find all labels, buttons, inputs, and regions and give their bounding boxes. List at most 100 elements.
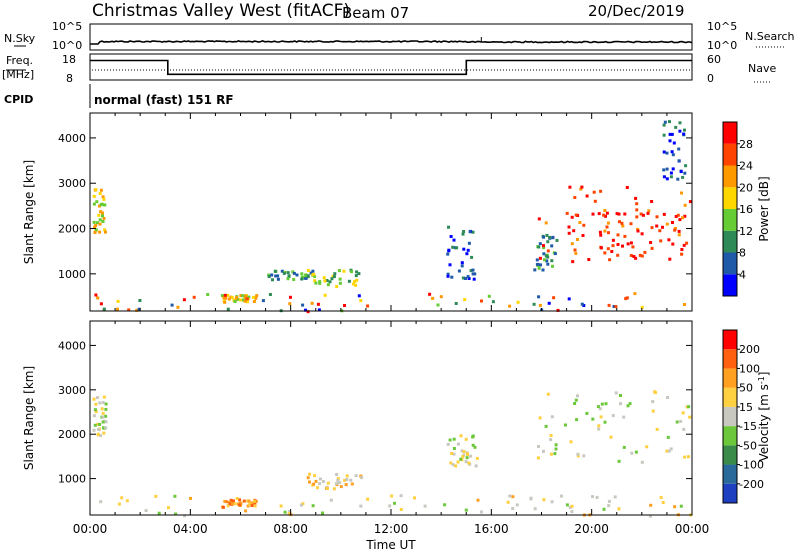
velocity-cell [607, 499, 611, 503]
power-cell [439, 295, 443, 299]
velocity-cell [661, 501, 665, 504]
power-ytick-label: 3000 [58, 177, 86, 190]
power-cell [138, 299, 142, 302]
power-cell [220, 294, 224, 298]
velocity-cell [250, 501, 254, 505]
power-cell [354, 283, 358, 287]
power-cell [683, 171, 687, 175]
velocity-cell [308, 480, 311, 484]
velocity-cell [101, 401, 105, 405]
velocity-cell [183, 514, 187, 518]
velocity-cell [321, 480, 325, 484]
velocity-cell [599, 415, 603, 419]
velocity-cell [452, 437, 456, 441]
power-cell [545, 259, 549, 263]
power-cell [643, 250, 647, 254]
power-cell [537, 266, 541, 270]
power-cell [565, 211, 569, 215]
power-cell [678, 121, 682, 125]
power-cell [306, 274, 310, 278]
velocity-cell [467, 461, 471, 465]
power-cell [610, 250, 614, 253]
velocity-cell [550, 500, 554, 504]
velocity-cell [308, 472, 312, 476]
velocity-cell [542, 449, 545, 453]
power-cell [568, 185, 572, 189]
power-cell [274, 274, 278, 278]
velocity-cell [461, 455, 465, 459]
velocity-cell [651, 400, 655, 404]
velocity-cell [640, 460, 644, 464]
power-cell [98, 204, 101, 208]
velocity-cell [537, 445, 540, 448]
power-cell [658, 229, 662, 233]
power-cell [604, 214, 607, 218]
power-cell [665, 167, 669, 171]
power-cell [343, 304, 346, 307]
velocity-cell [600, 402, 604, 406]
power-cell [326, 283, 330, 287]
velocity-cell [449, 461, 453, 465]
power-cell [580, 302, 584, 306]
power-cell [350, 270, 353, 274]
power-cell [635, 202, 639, 206]
velocity-colorbar-label: -100 [739, 459, 764, 472]
power-cell [236, 297, 240, 301]
power-cell [683, 203, 687, 207]
power-cell [682, 243, 686, 247]
velocity-cell [413, 496, 416, 500]
power-cell [224, 296, 228, 300]
power-cell [671, 221, 674, 224]
power-cell [640, 254, 644, 258]
power-cell [662, 175, 666, 179]
power-cell [668, 139, 672, 143]
power-cell [318, 280, 322, 284]
power-cell [300, 275, 304, 279]
power-cell [670, 150, 674, 154]
power-cell [608, 258, 612, 262]
velocity-cell [651, 409, 655, 413]
power-cell [674, 125, 678, 129]
velocity-cell [529, 497, 533, 501]
velocity-cell [538, 416, 542, 420]
noise-panel-frame [89, 23, 693, 51]
power-cell [292, 278, 296, 281]
power-cell [335, 285, 339, 289]
power-cell [135, 308, 139, 312]
power-cell [545, 233, 549, 237]
power-cell [572, 229, 576, 233]
power-cell [676, 213, 680, 217]
power-colorbar-label: 4 [739, 268, 746, 281]
power-cell [580, 185, 584, 189]
power-cell [446, 252, 450, 256]
power-cell [313, 279, 317, 283]
velocity-cell [655, 427, 659, 431]
power-cell [683, 303, 686, 306]
power-cell [470, 255, 474, 259]
power-cell [546, 240, 550, 244]
power-cell [288, 302, 292, 306]
velocity-cell [550, 415, 554, 419]
power-cell [306, 310, 310, 314]
power-cell [550, 244, 554, 248]
xtick-label: 04:00 [173, 522, 208, 536]
velocity-cell [223, 499, 227, 503]
power-cell [676, 177, 680, 181]
power-colorbar-swatch [723, 187, 737, 209]
power-cell [282, 271, 286, 275]
power-cell [542, 235, 546, 239]
power-cell [625, 186, 629, 189]
velocity-cell [456, 460, 460, 464]
velocity-colorbar-swatch [723, 349, 737, 369]
power-cell [103, 228, 107, 232]
velocity-cell [157, 511, 161, 515]
power-cell [649, 241, 653, 244]
power-cell [252, 300, 256, 303]
velocity-cell [459, 457, 463, 461]
plot-title: Christmas Valley West (fitACF) [92, 1, 350, 21]
power-cell [93, 225, 97, 229]
power-cell [551, 235, 555, 239]
power-cell [537, 245, 541, 249]
power-cell [680, 248, 684, 251]
power-cell [99, 203, 103, 207]
